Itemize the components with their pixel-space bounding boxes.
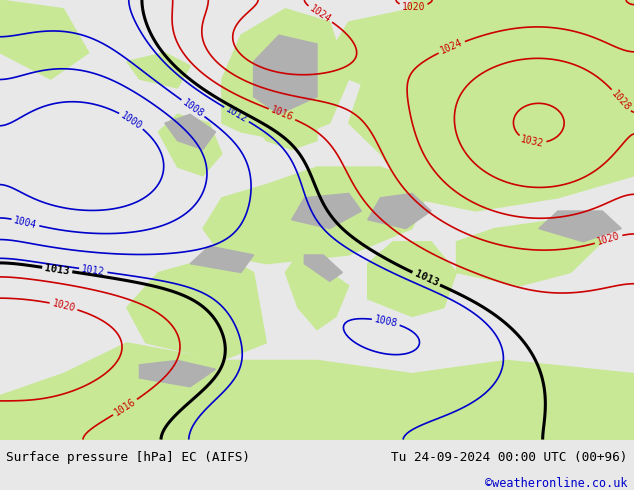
Polygon shape [127,53,190,88]
Polygon shape [456,220,602,286]
Text: Tu 24-09-2024 00:00 UTC (00+96): Tu 24-09-2024 00:00 UTC (00+96) [391,451,628,464]
Polygon shape [222,9,349,141]
Polygon shape [254,35,317,114]
Polygon shape [285,255,349,330]
Text: ©weatheronline.co.uk: ©weatheronline.co.uk [485,477,628,490]
Text: 1024: 1024 [307,3,333,25]
Text: 1020: 1020 [596,231,621,247]
Text: 1000: 1000 [119,110,144,131]
Polygon shape [368,242,456,317]
Text: 1008: 1008 [373,314,398,329]
Polygon shape [292,194,361,228]
Text: 1008: 1008 [181,97,205,119]
Text: 1016: 1016 [269,105,295,123]
Text: 1012: 1012 [81,264,106,277]
Text: 1013: 1013 [413,269,439,289]
Polygon shape [539,211,621,242]
Polygon shape [165,114,216,149]
Text: 1013: 1013 [44,263,70,276]
Text: 1024: 1024 [439,38,465,56]
Text: 1020: 1020 [402,2,425,12]
Text: 1012: 1012 [224,104,249,124]
Polygon shape [349,0,634,211]
Polygon shape [203,167,431,264]
Polygon shape [304,255,342,281]
Polygon shape [368,194,431,228]
Text: Surface pressure [hPa] EC (AIFS): Surface pressure [hPa] EC (AIFS) [6,451,250,464]
Text: 1016: 1016 [112,397,138,418]
Polygon shape [127,255,266,361]
Text: 1028: 1028 [609,88,633,112]
Polygon shape [254,119,317,149]
Polygon shape [139,361,216,387]
Polygon shape [0,343,634,440]
Polygon shape [330,9,456,97]
Text: 1020: 1020 [51,298,76,314]
Polygon shape [190,246,254,272]
Polygon shape [0,0,89,79]
Text: 1004: 1004 [13,215,38,230]
Polygon shape [158,114,222,176]
Text: 1032: 1032 [520,134,545,149]
